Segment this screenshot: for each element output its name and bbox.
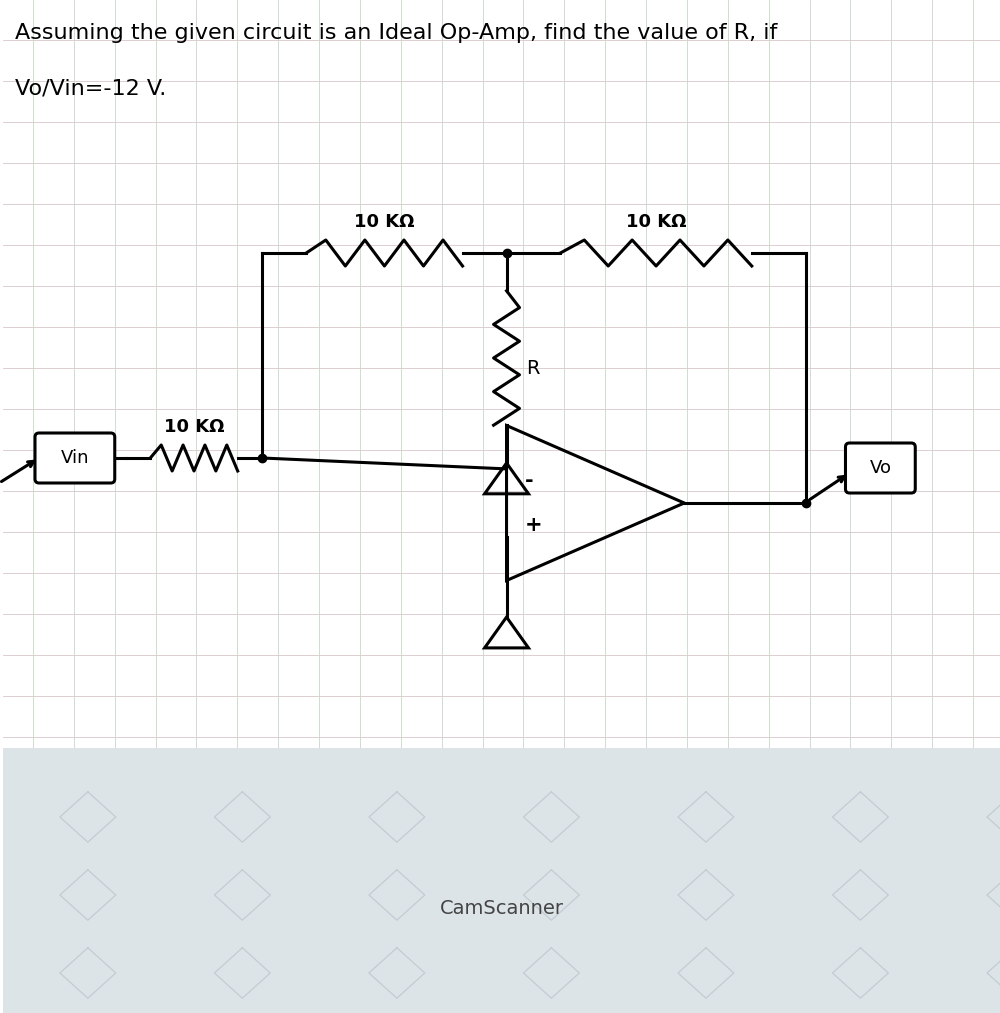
Text: Vin: Vin <box>61 449 89 467</box>
FancyBboxPatch shape <box>35 433 115 483</box>
Text: 10 KΩ: 10 KΩ <box>354 213 415 231</box>
Text: Assuming the given circuit is an Ideal Op-Amp, find the value of R, if: Assuming the given circuit is an Ideal O… <box>15 23 777 43</box>
FancyBboxPatch shape <box>0 748 1000 1013</box>
Text: -: - <box>524 471 533 491</box>
Text: Vo/Vin=-12 V.: Vo/Vin=-12 V. <box>15 78 166 98</box>
Text: CamScanner: CamScanner <box>440 899 564 918</box>
Text: R: R <box>526 359 540 378</box>
Text: +: + <box>524 515 542 535</box>
Text: 10 KΩ: 10 KΩ <box>164 418 224 436</box>
FancyBboxPatch shape <box>845 443 915 493</box>
Text: Vo: Vo <box>869 459 891 477</box>
Text: 10 KΩ: 10 KΩ <box>626 213 686 231</box>
